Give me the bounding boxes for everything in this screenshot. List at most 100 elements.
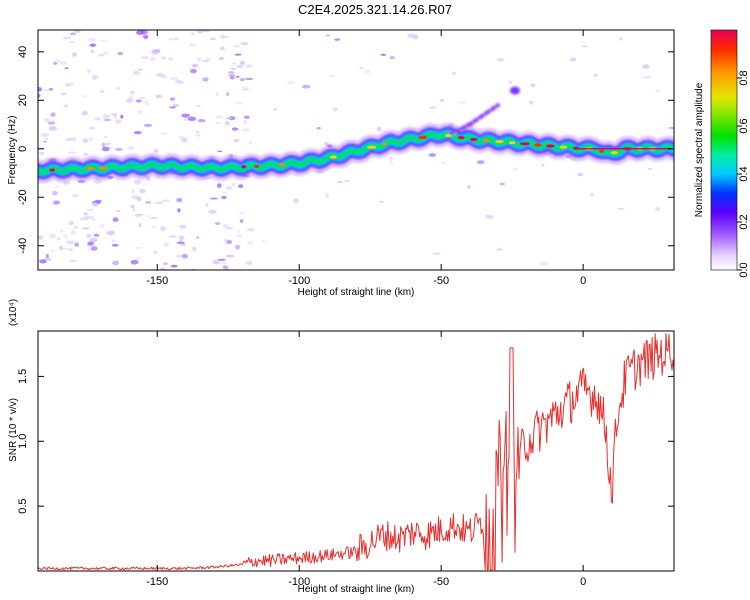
noise-speck — [39, 259, 47, 264]
noise-speck — [201, 59, 210, 62]
noise-speck — [170, 76, 179, 81]
noise-speck — [235, 102, 244, 105]
noise-speck — [236, 230, 240, 234]
noise-speck — [145, 102, 149, 106]
noise-speck — [593, 73, 598, 77]
colorbar-gradient — [711, 30, 737, 270]
noise-speck — [161, 199, 170, 202]
noise-speck — [102, 51, 109, 56]
noise-speck — [655, 89, 661, 93]
noise-speck — [85, 209, 95, 211]
noise-speck — [115, 119, 122, 124]
noise-speck — [83, 216, 89, 221]
noise-speck — [191, 32, 195, 36]
snr-frame — [37, 330, 675, 572]
x-tick-label: -50 — [433, 576, 449, 588]
spectral-blob — [510, 86, 520, 95]
noise-speck — [141, 100, 149, 103]
noise-speck — [231, 67, 236, 70]
noise-speck — [239, 219, 244, 223]
noise-speck — [91, 217, 97, 221]
noise-speck — [293, 198, 299, 203]
noise-speck — [232, 62, 236, 65]
noise-speck — [249, 141, 252, 144]
noise-speck — [90, 43, 96, 48]
noise-speck — [126, 98, 133, 103]
noise-speck — [178, 80, 185, 85]
noise-speck — [440, 161, 446, 164]
spectrogram-frame — [37, 29, 675, 271]
noise-speck — [225, 186, 232, 190]
snr-x-ticks: -150 -100 -50 0 — [146, 331, 586, 588]
noise-speck — [332, 107, 338, 112]
noise-speck — [133, 131, 142, 135]
noise-speck — [195, 134, 201, 137]
noise-speck — [467, 185, 471, 190]
noise-speck — [74, 30, 81, 34]
y-tick-label: 1.0 — [17, 434, 29, 449]
noise-speck — [238, 184, 244, 189]
noise-speck — [376, 126, 382, 132]
noise-speck — [195, 105, 202, 107]
noise-speck — [236, 234, 242, 237]
ridge-peak — [366, 145, 377, 149]
noise-speck — [88, 126, 96, 130]
ridge-peak — [254, 164, 260, 168]
noise-speck — [218, 56, 225, 61]
noise-speck — [484, 214, 493, 218]
noise-speck — [238, 212, 245, 214]
noise-speck — [101, 146, 110, 152]
noise-speck — [90, 49, 94, 54]
noise-speck — [138, 68, 143, 71]
noise-speck — [429, 106, 437, 110]
noise-speck — [242, 88, 249, 91]
noise-speck — [219, 34, 226, 39]
noise-speck — [82, 227, 90, 230]
noise-speck — [642, 64, 650, 70]
noise-speck — [496, 248, 502, 251]
noise-speck — [151, 50, 160, 55]
ridge-peak — [520, 142, 530, 146]
noise-speck — [127, 146, 134, 150]
noise-speck — [226, 226, 233, 230]
colorbar-ticks: 0.0 0.2 0.4 0.6 0.8 — [737, 70, 750, 278]
noise-speck — [214, 222, 221, 225]
noise-speck — [244, 115, 250, 119]
noise-speck — [70, 137, 77, 142]
noise-speck — [217, 258, 227, 261]
noise-speck — [114, 114, 118, 119]
noise-speck — [499, 182, 506, 186]
noise-speck — [233, 139, 240, 143]
noise-speck — [220, 46, 224, 50]
noise-speck — [179, 224, 187, 229]
noise-speck — [80, 217, 85, 221]
colorbar-tick-label: 0.8 — [738, 70, 750, 85]
noise-speck — [192, 63, 198, 68]
ridge-peaks — [49, 133, 672, 172]
noise-speck — [325, 34, 331, 37]
noise-speck — [221, 195, 227, 200]
noise-speck — [239, 78, 246, 82]
noise-speck — [389, 160, 394, 166]
colorbar-frame — [710, 29, 738, 271]
noise-speck — [149, 217, 158, 219]
x-tick-label: -150 — [146, 576, 168, 588]
noise-speck — [83, 95, 87, 97]
noise-speck — [577, 172, 584, 177]
noise-speck — [100, 90, 105, 93]
noise-speck — [155, 94, 163, 99]
noise-speck — [50, 249, 54, 253]
noise-speck — [226, 239, 233, 245]
noise-speck — [407, 33, 415, 38]
snr-panel: -150 -100 -50 0 0.5 1.0 1.5 Height of straigh… — [8, 299, 675, 595]
ridge-peak — [470, 137, 478, 142]
noise-speck — [210, 197, 218, 200]
noise-speck — [215, 115, 224, 119]
noise-speck — [655, 207, 660, 212]
ridge-peak — [278, 163, 286, 167]
noise-speck — [242, 120, 247, 124]
noise-speck — [195, 130, 200, 134]
noise-speck — [161, 56, 166, 60]
noise-speck — [247, 241, 254, 245]
